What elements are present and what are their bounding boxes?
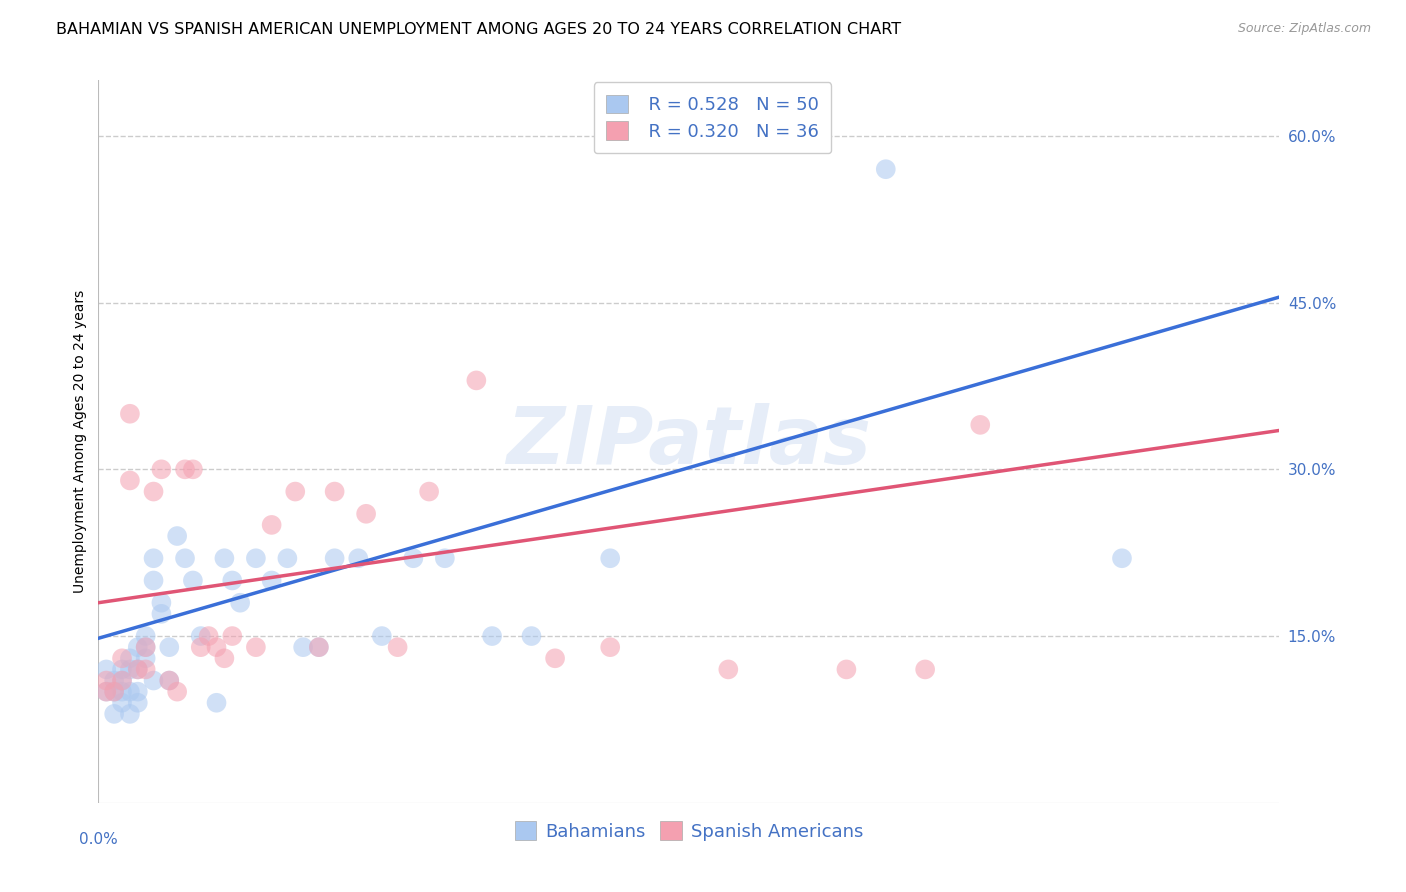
Point xyxy=(347,551,370,566)
Point xyxy=(323,551,346,566)
Point xyxy=(387,640,409,655)
Text: Source: ZipAtlas.com: Source: ZipAtlas.com xyxy=(1237,22,1371,36)
Text: BAHAMIAN VS SPANISH AMERICAN UNEMPLOYMENT AMONG AGES 20 TO 24 YEARS CORRELATION : BAHAMIAN VS SPANISH AMERICAN UNEMPLOYMEN… xyxy=(56,22,901,37)
Point xyxy=(96,673,118,688)
Point xyxy=(127,640,149,655)
Point xyxy=(481,629,503,643)
Point xyxy=(118,662,141,676)
Point xyxy=(150,607,173,621)
Point xyxy=(118,651,141,665)
Point xyxy=(292,640,315,655)
Point xyxy=(599,640,621,655)
Point xyxy=(371,629,394,643)
Point xyxy=(599,551,621,566)
Point xyxy=(96,662,118,676)
Point xyxy=(166,529,188,543)
Point xyxy=(150,462,173,476)
Point xyxy=(96,684,118,698)
Point xyxy=(190,629,212,643)
Point xyxy=(118,706,141,721)
Point xyxy=(127,696,149,710)
Point xyxy=(875,162,897,177)
Y-axis label: Unemployment Among Ages 20 to 24 years: Unemployment Among Ages 20 to 24 years xyxy=(73,290,87,593)
Text: 0.0%: 0.0% xyxy=(79,831,118,847)
Point xyxy=(142,673,165,688)
Point xyxy=(157,673,180,688)
Point xyxy=(157,640,180,655)
Point xyxy=(181,574,204,588)
Point xyxy=(717,662,740,676)
Point xyxy=(214,651,236,665)
Point xyxy=(197,629,219,643)
Point xyxy=(914,662,936,676)
Point xyxy=(205,640,228,655)
Point xyxy=(284,484,307,499)
Point xyxy=(1111,551,1133,566)
Point xyxy=(111,651,134,665)
Point xyxy=(142,484,165,499)
Point xyxy=(174,551,197,566)
Point xyxy=(221,629,243,643)
Legend: Bahamians, Spanish Americans: Bahamians, Spanish Americans xyxy=(508,814,870,848)
Point xyxy=(221,574,243,588)
Point xyxy=(111,673,134,688)
Point xyxy=(276,551,298,566)
Point xyxy=(174,462,197,476)
Point xyxy=(111,673,134,688)
Point xyxy=(835,662,858,676)
Point xyxy=(308,640,330,655)
Point xyxy=(166,684,188,698)
Point xyxy=(135,640,157,655)
Point xyxy=(103,684,125,698)
Point xyxy=(118,407,141,421)
Point xyxy=(96,684,118,698)
Point xyxy=(245,551,267,566)
Point xyxy=(544,651,567,665)
Point xyxy=(118,684,141,698)
Point xyxy=(969,417,991,432)
Point xyxy=(103,706,125,721)
Point xyxy=(308,640,330,655)
Point xyxy=(135,629,157,643)
Point xyxy=(127,662,149,676)
Point xyxy=(103,684,125,698)
Point xyxy=(157,673,180,688)
Point xyxy=(205,696,228,710)
Point xyxy=(418,484,440,499)
Point xyxy=(103,673,125,688)
Point xyxy=(118,474,141,488)
Point xyxy=(111,696,134,710)
Point xyxy=(111,662,134,676)
Point xyxy=(111,684,134,698)
Point xyxy=(142,551,165,566)
Point xyxy=(181,462,204,476)
Point xyxy=(260,517,283,532)
Point xyxy=(190,640,212,655)
Point xyxy=(127,684,149,698)
Point xyxy=(135,651,157,665)
Point xyxy=(323,484,346,499)
Point xyxy=(520,629,543,643)
Point xyxy=(354,507,377,521)
Point xyxy=(135,662,157,676)
Point xyxy=(135,640,157,655)
Point xyxy=(229,596,252,610)
Point xyxy=(214,551,236,566)
Point xyxy=(150,596,173,610)
Point xyxy=(142,574,165,588)
Point xyxy=(402,551,425,566)
Text: ZIPatlas: ZIPatlas xyxy=(506,402,872,481)
Point xyxy=(127,662,149,676)
Point xyxy=(245,640,267,655)
Point xyxy=(260,574,283,588)
Point xyxy=(433,551,456,566)
Point xyxy=(465,373,488,387)
